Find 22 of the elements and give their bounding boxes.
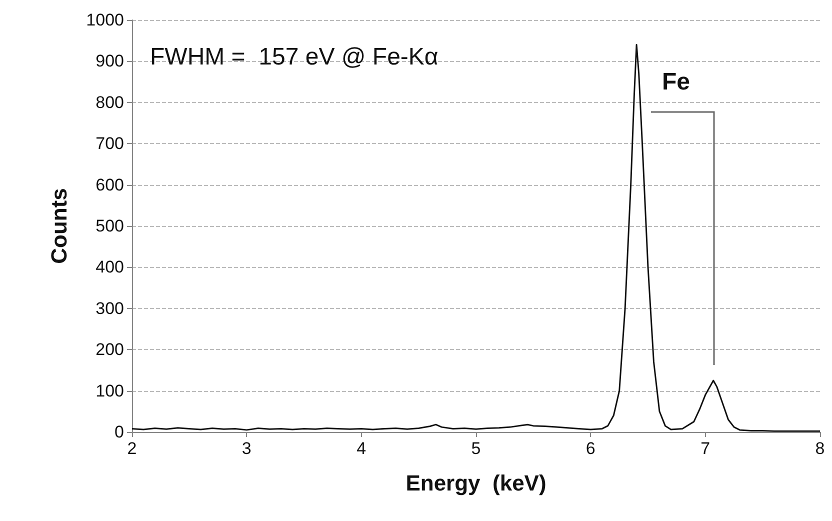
y-tick-label: 700 <box>96 134 124 154</box>
y-tick-label: 900 <box>96 52 124 71</box>
x-tick-label: 6 <box>586 439 596 458</box>
x-tick-label: 2 <box>127 439 137 458</box>
y-tick-label: 200 <box>96 340 124 360</box>
y-tick-label: 300 <box>96 298 124 318</box>
x-tick-label: 8 <box>815 439 825 458</box>
y-axis-title: Counts <box>46 188 72 264</box>
annotation: Fe <box>662 68 690 96</box>
y-tick-label: 400 <box>96 258 124 277</box>
x-tick-label: 5 <box>471 439 481 458</box>
y-tick-label: 800 <box>96 92 124 112</box>
x-tick-label: 4 <box>356 439 366 458</box>
annotation: FWHM = 157 eV @ Fe-Kα <box>150 44 438 70</box>
x-axis-title: Energy (keV) <box>406 470 546 496</box>
y-tick-label: 1000 <box>86 10 124 30</box>
x-tick-label: 3 <box>242 439 252 458</box>
y-tick-label: 500 <box>96 216 124 236</box>
y-tick-label: 100 <box>96 381 124 400</box>
x-tick-label: 7 <box>700 439 710 458</box>
y-tick-label: 0 <box>114 422 124 442</box>
y-tick-label: 600 <box>96 175 124 194</box>
